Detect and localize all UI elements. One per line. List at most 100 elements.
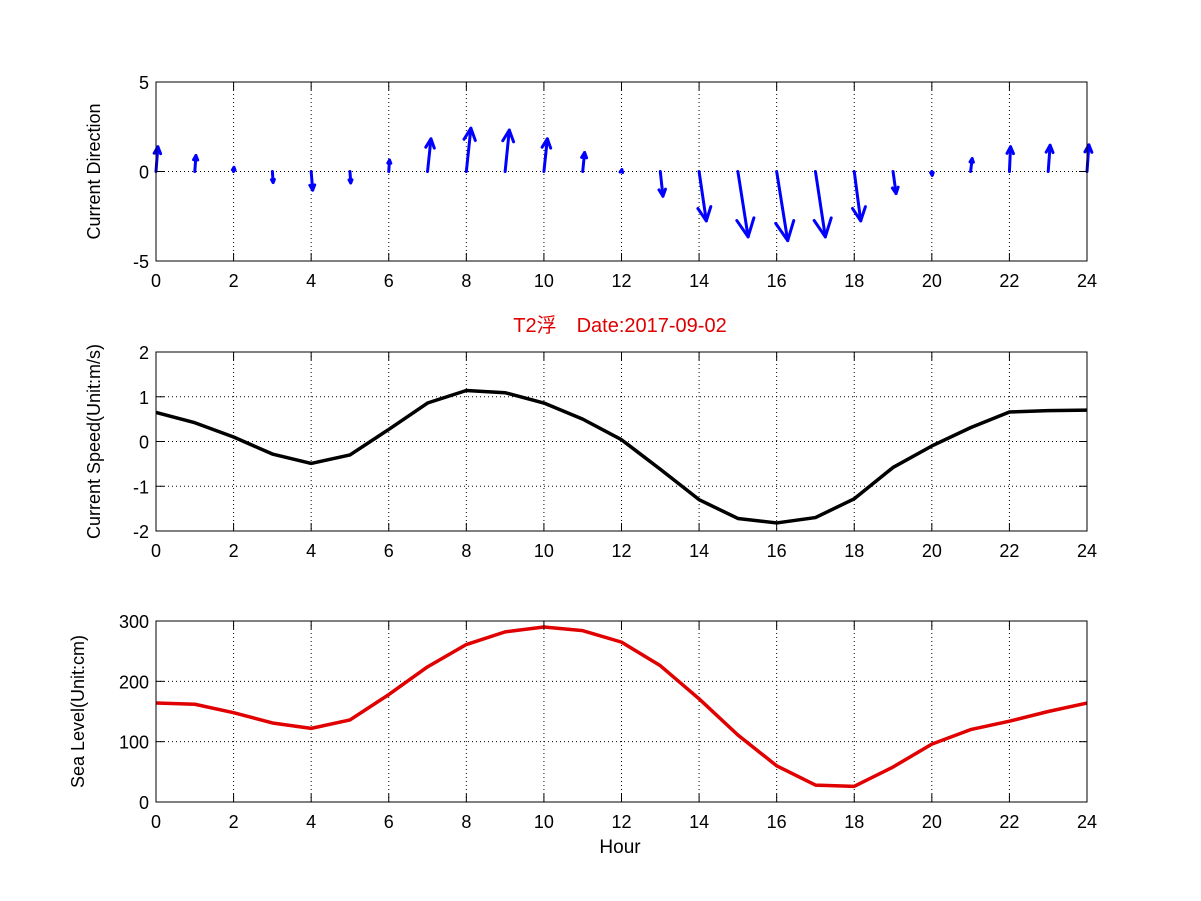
arrow-shaft <box>542 137 549 173</box>
arrow-shaft <box>1046 143 1052 173</box>
x-tick-label: 14 <box>689 271 709 291</box>
x-tick-label: 18 <box>844 271 864 291</box>
x-tick-label: 20 <box>922 271 942 291</box>
arrow-shaft <box>1007 145 1013 173</box>
x-tick-label: 6 <box>384 812 394 832</box>
x-tick-label: 20 <box>922 812 942 832</box>
x-tick-label: 8 <box>461 812 471 832</box>
arrow-head <box>657 187 667 198</box>
y-tick-label: 300 <box>119 612 149 632</box>
arrow-shaft <box>503 128 511 173</box>
y-tick-label: 0 <box>139 433 149 453</box>
arrow-head <box>424 137 436 150</box>
arrow-shaft <box>426 137 433 173</box>
series-line <box>155 625 1088 789</box>
y-tick-label: 0 <box>139 793 149 813</box>
x-tick-label: 22 <box>999 541 1019 561</box>
y-tick-label: 1 <box>139 388 149 408</box>
x-tick-label: 10 <box>534 541 554 561</box>
arrow-head <box>851 205 867 223</box>
y-tick-label: 5 <box>139 73 149 93</box>
arrow-head <box>968 157 975 164</box>
y-tick-label: 100 <box>119 733 149 753</box>
x-tick-label: 14 <box>689 541 709 561</box>
x-tick-label: 24 <box>1077 271 1097 291</box>
x-tick-label: 2 <box>229 271 239 291</box>
x-tick-label: 8 <box>461 271 471 291</box>
x-tick-label: 24 <box>1077 541 1097 561</box>
arrow-head <box>269 177 276 185</box>
y-axis-label: Current Direction <box>84 103 104 239</box>
x-tick-label: 0 <box>151 541 161 561</box>
arrow-shaft <box>852 170 863 223</box>
x-tick-label: 0 <box>151 271 161 291</box>
arrow-shaft <box>775 170 790 243</box>
arrow-head <box>929 170 935 177</box>
figure-title: T2浮 Date:2017-09-02 <box>513 314 726 337</box>
arrow-head <box>230 165 237 172</box>
x-tick-label: 0 <box>151 812 161 832</box>
arrow-head <box>774 219 796 243</box>
arrow-head <box>192 154 200 162</box>
y-tick-label: 0 <box>139 163 149 183</box>
arrow-head <box>501 128 516 144</box>
x-tick-label: 6 <box>384 271 394 291</box>
arrow-head <box>696 205 713 223</box>
x-tick-label: 16 <box>767 271 787 291</box>
arrow-shaft <box>891 170 898 196</box>
x-tick-label: 24 <box>1077 812 1097 832</box>
arrow-head <box>308 183 317 192</box>
x-tick-label: 12 <box>611 812 631 832</box>
x-tick-label: 2 <box>229 812 239 832</box>
x-tick-label: 4 <box>306 812 316 832</box>
x-tick-label: 16 <box>767 541 787 561</box>
arrow-head <box>152 145 163 156</box>
x-tick-label: 4 <box>306 271 316 291</box>
y-tick-label: -2 <box>133 522 149 542</box>
arrow-head <box>890 185 900 196</box>
y-tick-label: -5 <box>133 252 149 272</box>
x-tick-label: 6 <box>384 541 394 561</box>
x-tick-label: 2 <box>229 541 239 561</box>
arrow-head <box>1083 143 1094 154</box>
arrow-head <box>1005 145 1015 156</box>
arrow-head <box>618 168 625 175</box>
x-tick-label: 12 <box>611 541 631 561</box>
arrow-shaft <box>736 170 750 239</box>
series-line <box>155 388 1088 525</box>
y-tick-label: 2 <box>139 343 149 363</box>
arrow-head <box>386 158 393 165</box>
x-tick-label: 10 <box>534 271 554 291</box>
x-tick-label: 18 <box>844 812 864 832</box>
y-axis-label: Current Speed(Unit:m/s) <box>84 344 104 539</box>
arrow-head <box>347 178 354 185</box>
arrow-head <box>812 216 833 239</box>
x-tick-label: 16 <box>767 812 787 832</box>
x-tick-label: 22 <box>999 812 1019 832</box>
x-tick-label: 12 <box>611 271 631 291</box>
x-tick-label: 10 <box>534 812 554 832</box>
arrow-shaft <box>813 170 827 239</box>
arrow-head <box>1044 143 1055 155</box>
x-tick-label: 8 <box>461 541 471 561</box>
x-tick-label: 22 <box>999 271 1019 291</box>
arrow-shaft <box>464 126 473 173</box>
arrow-head <box>540 137 553 150</box>
arrow-head <box>580 151 589 160</box>
x-axis-label: Hour <box>599 837 641 858</box>
y-axis-label: Sea Level(Unit:cm) <box>68 635 88 788</box>
x-tick-label: 20 <box>922 541 942 561</box>
x-tick-label: 4 <box>306 541 316 561</box>
arrow-head <box>735 216 756 239</box>
x-tick-label: 18 <box>844 541 864 561</box>
y-tick-label: 200 <box>119 672 149 692</box>
y-tick-label: -1 <box>133 477 149 497</box>
arrow-head <box>462 126 477 142</box>
arrow-shaft <box>658 170 665 198</box>
arrow-shaft <box>697 170 708 223</box>
